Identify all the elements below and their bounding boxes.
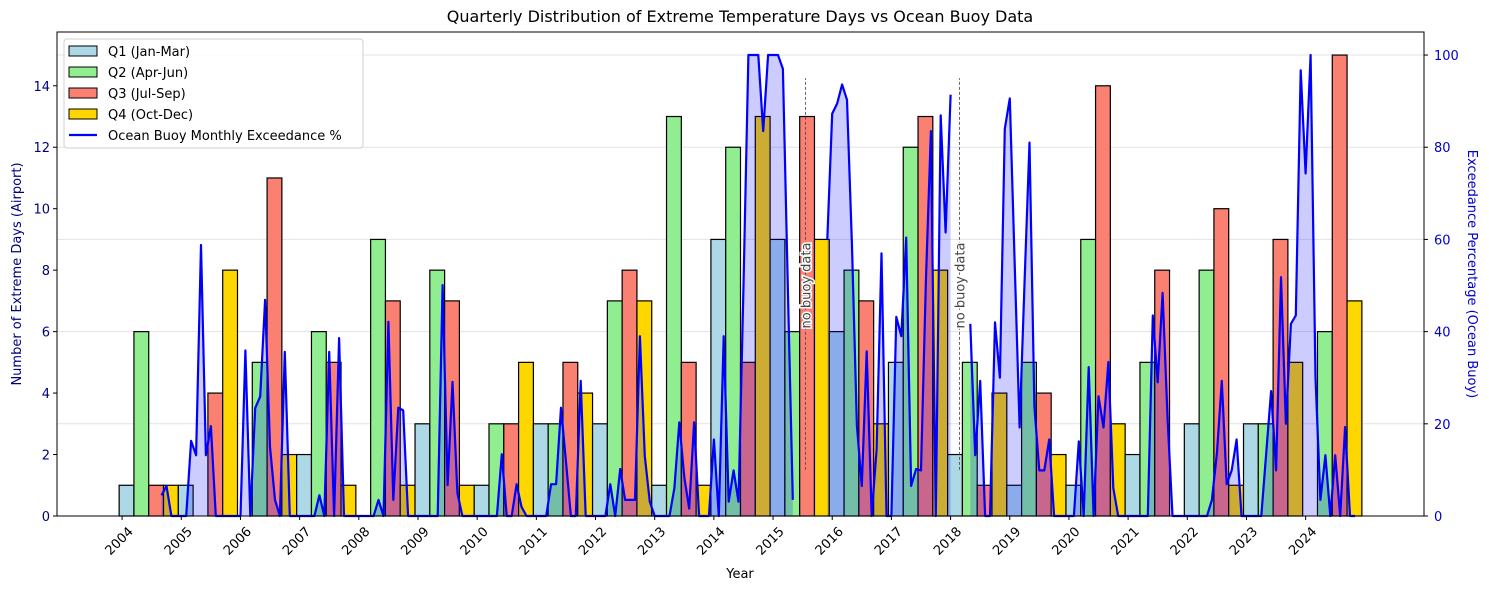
x-tick-label: 2024: [1286, 525, 1320, 559]
legend-label-q2: Q2 (Apr-Jun): [108, 66, 188, 81]
x-tick-label: 2008: [339, 525, 373, 559]
buoy-line-segment: [969, 53, 1355, 518]
x-tick-label: 2019: [990, 525, 1024, 559]
x-tick-label: 2004: [103, 525, 137, 559]
bar-q1-2010: [473, 484, 490, 517]
x-axis-label: Year: [725, 567, 754, 582]
x-tick-label: 2017: [872, 525, 906, 559]
y-tick-label-left: 10: [33, 203, 50, 218]
x-tick-label: 2006: [221, 525, 255, 559]
legend-label-q3: Q3 (Jul-Sep): [108, 87, 186, 102]
legend-label-q4: Q4 (Oct-Dec): [108, 108, 193, 123]
y-tick-label-left: 8: [42, 264, 50, 279]
chart-title: Quarterly Distribution of Extreme Temper…: [447, 7, 1033, 26]
bar-q2-2008: [370, 238, 387, 517]
x-tick-label: 2015: [754, 525, 788, 559]
y-tick-label-left: 2: [42, 449, 50, 464]
x-tick-label: 2023: [1227, 525, 1261, 559]
x-tick-label: 2007: [280, 525, 314, 559]
bar-q1-2022: [1183, 423, 1200, 517]
bar-q1-2007: [296, 453, 313, 517]
x-tick-label: 2009: [399, 525, 433, 559]
y-tick-label-left: 4: [42, 387, 50, 402]
y-tick-label-right: 20: [1434, 418, 1451, 433]
y-tick-label-right: 80: [1434, 141, 1451, 156]
legend-swatch-q4: [68, 108, 98, 120]
legend: Q1 (Jan-Mar) Q2 (Apr-Jun) Q3 (Jul-Sep) Q…: [63, 38, 364, 149]
bar-q1-2011: [532, 423, 549, 517]
y-tick-label-left: 6: [42, 326, 50, 341]
bar-q1-2012: [591, 423, 608, 517]
bar-q1-2004: [118, 484, 135, 517]
legend-swatch-q2: [68, 66, 98, 78]
x-tick-label: 2022: [1168, 525, 1202, 559]
y-tick-label-right: 60: [1434, 233, 1451, 248]
x-tick-label: 2020: [1049, 525, 1083, 559]
x-tick-label: 2016: [813, 525, 847, 559]
x-tick-label: 2013: [635, 525, 669, 559]
x-tick-label: 2005: [162, 525, 196, 559]
x-tick-label: 2021: [1109, 525, 1143, 559]
bar-q2-2004: [133, 331, 150, 517]
x-tick-label: 2011: [517, 525, 551, 559]
buoy-fill-segment: [970, 55, 1355, 516]
y-tick-label-right: 0: [1434, 510, 1442, 525]
y-axis-label-left: Number of Extreme Days (Airport): [10, 162, 25, 385]
no-data-label: no buoy data: [800, 243, 815, 329]
bar-q3-2004: [148, 484, 165, 517]
annotations: no buoy data no buoy data: [798, 78, 970, 470]
bar-q2-2022: [1198, 269, 1215, 517]
bar-q4-2005: [222, 269, 239, 517]
bar-q4-2015: [813, 238, 830, 517]
bar-q1-2009: [414, 423, 431, 517]
x-tick-label: 2010: [458, 525, 492, 559]
legend-swatch-q3: [68, 87, 98, 99]
y-tick-label-right: 100: [1434, 49, 1459, 64]
legend-label-buoy: Ocean Buoy Monthly Exceedance %: [108, 129, 342, 144]
legend-swatch-q1: [68, 45, 98, 57]
legend-box: [63, 38, 364, 149]
bar-q4-2010: [517, 361, 534, 517]
y-tick-label-left: 0: [42, 510, 50, 525]
x-tick-label: 2018: [931, 525, 965, 559]
y-tick-label-left: 14: [33, 80, 50, 95]
y-tick-label-right: 40: [1434, 326, 1451, 341]
x-tick-label: 2014: [694, 525, 728, 559]
y-tick-label-left: 12: [33, 141, 50, 156]
plot-frame: [56, 31, 1425, 517]
legend-label-q1: Q1 (Jan-Mar): [108, 45, 190, 60]
x-tick-label: 2012: [576, 525, 610, 559]
bar-q1-2021: [1124, 453, 1141, 517]
no-data-label: no buoy data: [953, 243, 968, 329]
bar-q1-2023: [1242, 423, 1259, 517]
y-axis-label-right: Exceedance Percentage (Ocean Buoy): [1464, 150, 1479, 399]
